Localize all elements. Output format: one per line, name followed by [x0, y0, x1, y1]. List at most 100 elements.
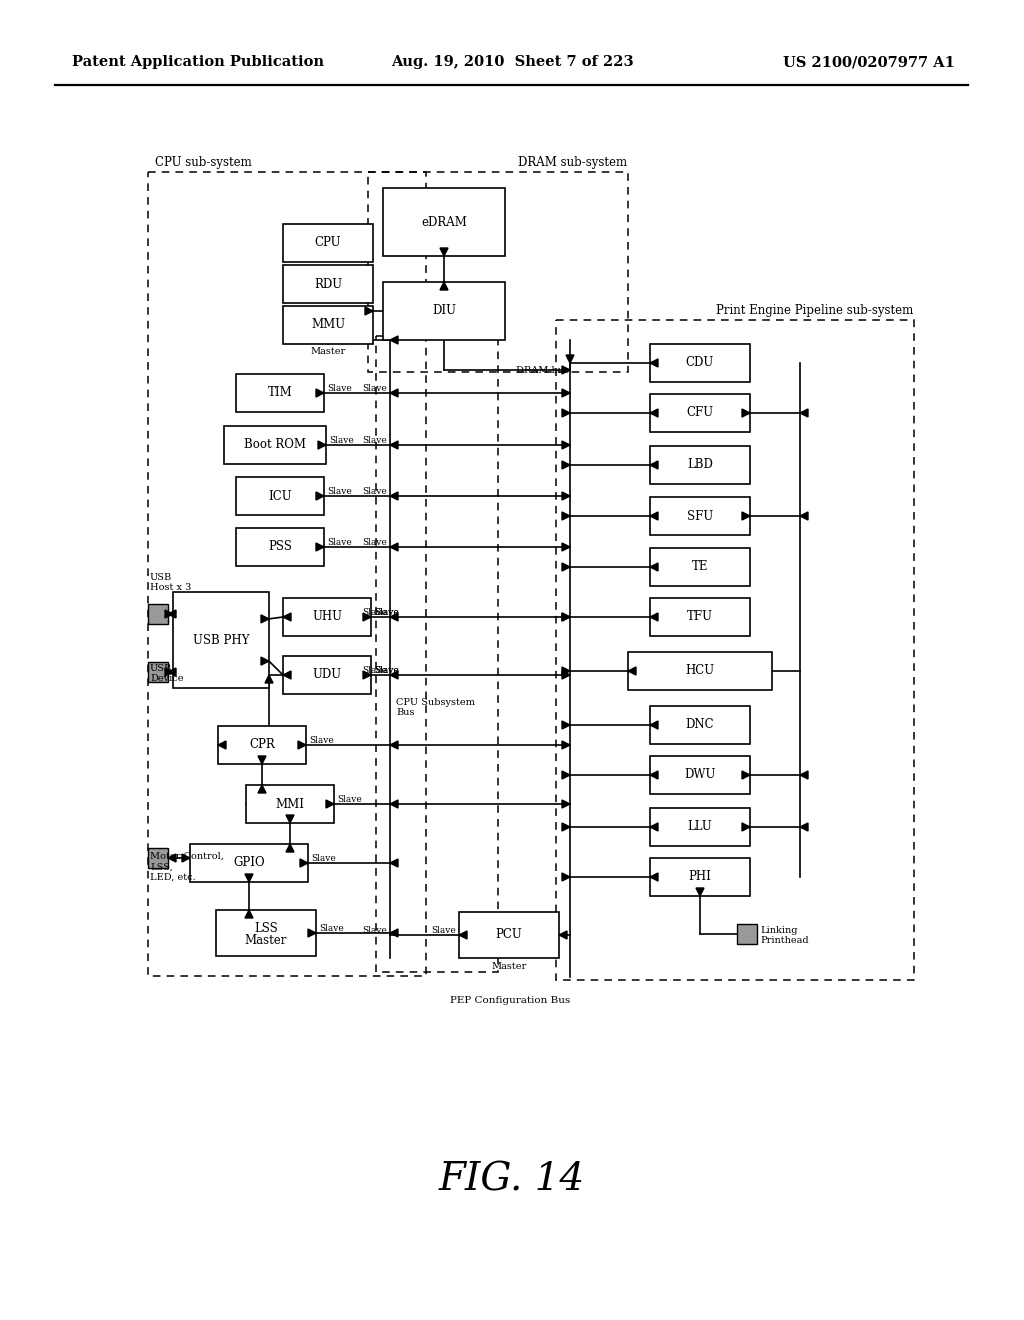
Text: Motor Control,
LSS,
LED, etc.: Motor Control, LSS, LED, etc.: [150, 851, 224, 882]
Text: US 2100/0207977 A1: US 2100/0207977 A1: [783, 55, 955, 69]
Polygon shape: [440, 282, 449, 290]
Polygon shape: [800, 771, 808, 779]
Text: DWU: DWU: [684, 768, 716, 781]
Bar: [383, 187, 505, 256]
Polygon shape: [440, 248, 449, 256]
Polygon shape: [800, 512, 808, 520]
Bar: [650, 598, 750, 636]
Bar: [173, 591, 269, 688]
Text: PHI: PHI: [688, 870, 712, 883]
Text: LLU: LLU: [688, 821, 713, 833]
Bar: [650, 548, 750, 586]
Bar: [283, 265, 373, 304]
Text: Slave: Slave: [329, 436, 353, 445]
Polygon shape: [800, 409, 808, 417]
Polygon shape: [365, 308, 373, 315]
Bar: [236, 374, 324, 412]
Bar: [283, 598, 371, 636]
Polygon shape: [742, 512, 750, 520]
Polygon shape: [258, 756, 266, 764]
Text: CFU: CFU: [686, 407, 714, 420]
Polygon shape: [283, 612, 291, 620]
Bar: [628, 652, 772, 690]
Text: Slave: Slave: [362, 539, 387, 546]
Polygon shape: [562, 741, 570, 748]
Polygon shape: [562, 873, 570, 880]
Text: Slave: Slave: [431, 927, 456, 935]
Text: CPR: CPR: [249, 738, 274, 751]
Polygon shape: [390, 337, 398, 345]
Text: Slave: Slave: [362, 609, 387, 616]
Polygon shape: [300, 859, 308, 867]
Polygon shape: [165, 610, 173, 618]
Polygon shape: [562, 564, 570, 572]
Bar: [216, 909, 316, 956]
Bar: [650, 858, 750, 896]
Text: PSS: PSS: [268, 540, 292, 553]
Text: Slave: Slave: [362, 487, 387, 496]
Text: DRAM sub-system: DRAM sub-system: [518, 156, 627, 169]
Polygon shape: [562, 721, 570, 729]
Polygon shape: [168, 610, 176, 618]
Polygon shape: [562, 800, 570, 808]
Text: Slave: Slave: [374, 667, 398, 675]
Text: Slave: Slave: [374, 667, 398, 675]
Bar: [148, 605, 168, 624]
Bar: [283, 656, 371, 694]
Bar: [650, 706, 750, 744]
Text: Boot ROM: Boot ROM: [244, 438, 306, 451]
Text: Slave: Slave: [374, 609, 398, 616]
Bar: [650, 446, 750, 484]
Polygon shape: [298, 741, 306, 748]
Text: eDRAM: eDRAM: [421, 215, 467, 228]
Text: RDU: RDU: [314, 277, 342, 290]
Polygon shape: [562, 461, 570, 469]
Text: Slave: Slave: [319, 924, 344, 933]
Text: CPU Subsystem
Bus: CPU Subsystem Bus: [396, 698, 475, 717]
Polygon shape: [390, 929, 398, 937]
Text: TE: TE: [692, 561, 709, 573]
Polygon shape: [390, 492, 398, 500]
Bar: [650, 756, 750, 795]
Polygon shape: [562, 612, 570, 620]
Text: Slave: Slave: [327, 539, 352, 546]
Text: LSS: LSS: [254, 921, 278, 935]
Polygon shape: [286, 814, 294, 822]
Polygon shape: [390, 671, 398, 678]
Text: ICU: ICU: [268, 490, 292, 503]
Text: SFU: SFU: [687, 510, 713, 523]
Polygon shape: [562, 512, 570, 520]
Polygon shape: [318, 441, 326, 449]
Bar: [148, 172, 426, 975]
Polygon shape: [316, 389, 324, 397]
Text: USB
Host x 3: USB Host x 3: [150, 573, 191, 591]
Text: USB PHY: USB PHY: [193, 634, 249, 647]
Text: MMU: MMU: [311, 318, 345, 331]
Text: Slave: Slave: [311, 854, 336, 863]
Text: Patent Application Publication: Patent Application Publication: [72, 55, 324, 69]
Text: Linking
Printhead: Linking Printhead: [760, 927, 809, 945]
Bar: [650, 498, 750, 535]
Polygon shape: [628, 667, 636, 675]
Text: Slave: Slave: [362, 667, 387, 675]
Polygon shape: [286, 843, 294, 851]
Text: CPU sub-system: CPU sub-system: [155, 156, 252, 169]
Bar: [376, 337, 498, 972]
Text: LBD: LBD: [687, 458, 713, 471]
Polygon shape: [316, 543, 324, 550]
Text: Slave: Slave: [337, 795, 361, 804]
Text: Slave: Slave: [327, 384, 352, 393]
Polygon shape: [168, 668, 176, 676]
Text: Slave: Slave: [362, 384, 387, 393]
Polygon shape: [261, 615, 269, 623]
Bar: [236, 477, 324, 515]
Bar: [190, 843, 308, 882]
Text: Print Engine Pipeline sub-system: Print Engine Pipeline sub-system: [716, 304, 913, 317]
Bar: [246, 785, 334, 822]
Polygon shape: [390, 741, 398, 748]
Text: Slave: Slave: [362, 436, 387, 445]
Text: Aug. 19, 2010  Sheet 7 of 223: Aug. 19, 2010 Sheet 7 of 223: [391, 55, 633, 69]
Polygon shape: [650, 512, 658, 520]
Text: CPU: CPU: [314, 236, 341, 249]
Polygon shape: [650, 359, 658, 367]
